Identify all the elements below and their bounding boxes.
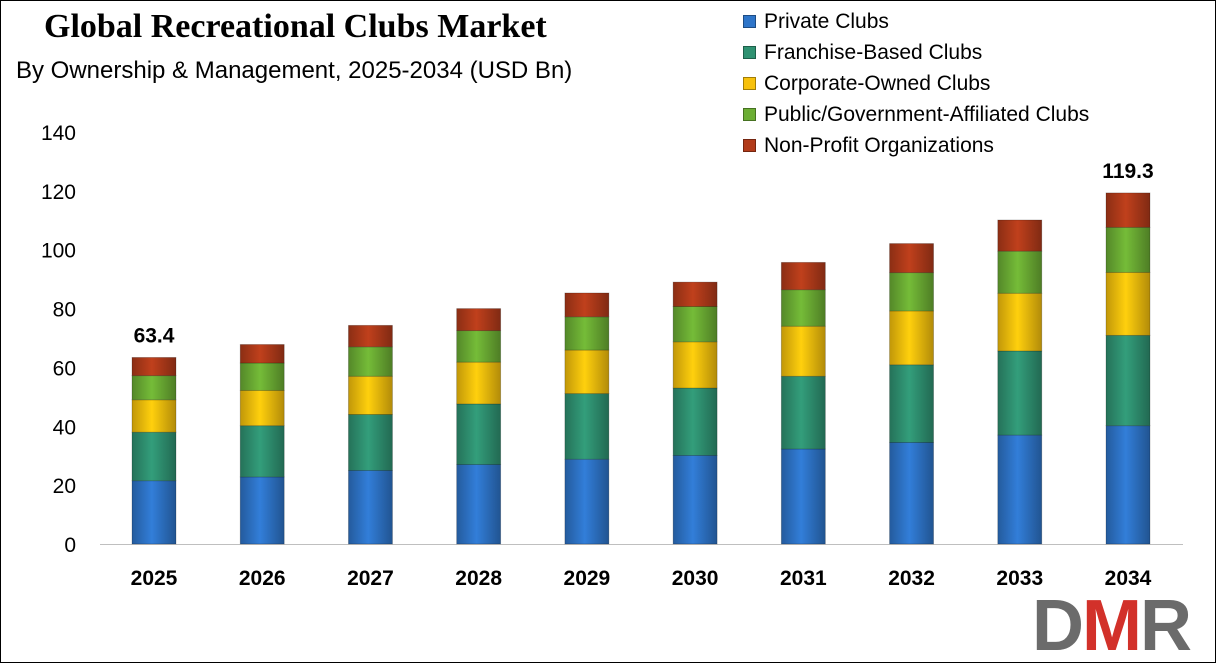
legend-label: Non-Profit Organizations <box>764 133 994 157</box>
chart-legend: Private Clubs Franchise-Based Clubs Corpor… <box>743 6 1089 161</box>
bar-segment-private <box>564 458 610 545</box>
logo-letter-r: R <box>1139 586 1192 666</box>
bar-segment-franchise <box>1105 334 1151 427</box>
legend-swatch-franchise <box>743 46 756 59</box>
bar-segment-public <box>239 362 285 391</box>
bar-segment-corporate <box>564 349 610 395</box>
legend-item: Franchise-Based Clubs <box>743 37 1089 68</box>
bar-segment-corporate <box>348 375 393 415</box>
bar-segment-nonprofit <box>239 344 285 364</box>
bar-segment-corporate <box>672 341 718 389</box>
bar-segment-public <box>348 346 393 377</box>
bar-segment-nonprofit <box>131 357 177 377</box>
bar-segment-public <box>780 289 826 327</box>
logo-letter-m: M <box>1082 586 1142 666</box>
chart-subtitle: By Ownership & Management, 2025-2034 (US… <box>16 57 573 84</box>
bar-segment-public <box>456 330 502 363</box>
bar-segment-franchise <box>239 425 285 478</box>
bar-segment-private <box>780 448 826 545</box>
bar-segment-private <box>456 464 502 545</box>
legend-item: Public/Government-Affiliated Clubs <box>743 99 1089 130</box>
bar-segment-corporate <box>889 310 934 366</box>
bar-segment-nonprofit <box>889 243 934 274</box>
bar-segment-franchise <box>456 403 502 465</box>
legend-item: Non-Profit Organizations <box>743 130 1089 161</box>
data-label-total: 63.4 <box>134 324 175 347</box>
bar-segment-corporate <box>1105 271 1151 336</box>
legend-item: Private Clubs <box>743 6 1089 37</box>
x-tick-label: 2025 <box>131 567 178 590</box>
bar-segment-nonprofit <box>672 281 718 307</box>
dmr-logo: DMR <box>1032 590 1192 662</box>
y-tick-label: 100 <box>41 240 76 263</box>
logo-letter-d: D <box>1032 586 1084 666</box>
x-tick-label: 2034 <box>1105 567 1152 590</box>
bar-segment-corporate <box>456 361 502 405</box>
bar-segment-private <box>889 442 934 545</box>
y-tick-label: 40 <box>53 416 76 439</box>
y-tick-label: 20 <box>53 475 76 498</box>
bar-segment-private <box>348 470 393 545</box>
bar-segment-corporate <box>239 389 285 427</box>
bar-segment-public <box>997 250 1043 294</box>
x-tick-label: 2033 <box>996 567 1043 590</box>
legend-label: Franchise-Based Clubs <box>764 40 983 64</box>
y-tick-label: 140 <box>41 122 76 145</box>
x-tick-label: 2029 <box>564 567 611 590</box>
bar-segment-private <box>997 434 1043 545</box>
x-tick-label: 2028 <box>455 567 502 590</box>
bar-segment-nonprofit <box>997 219 1043 252</box>
bar-segment-corporate <box>131 399 177 433</box>
bar-segment-public <box>672 306 718 343</box>
bar-segment-corporate <box>997 292 1043 352</box>
legend-swatch-corporate <box>743 77 756 90</box>
bar-segment-franchise <box>564 393 610 460</box>
bar-segment-nonprofit <box>780 261 826 291</box>
y-tick-label: 120 <box>41 181 76 204</box>
bar-segment-private <box>672 455 718 545</box>
legend-swatch-public <box>743 108 756 121</box>
legend-label: Public/Government-Affiliated Clubs <box>764 102 1090 126</box>
x-tick-label: 2030 <box>672 567 719 590</box>
bar-segment-public <box>1105 226 1151 273</box>
legend-item: Corporate-Owned Clubs <box>743 68 1089 99</box>
bar-segment-public <box>131 375 177 401</box>
bar-segment-public <box>889 272 934 312</box>
bar-segment-private <box>131 480 177 545</box>
bar-segment-public <box>564 316 610 351</box>
chart-title: Global Recreational Clubs Market <box>44 8 547 45</box>
legend-label: Private Clubs <box>764 9 889 33</box>
bar-segment-franchise <box>780 375 826 450</box>
legend-swatch-nonprofit <box>743 139 756 152</box>
bar-segment-franchise <box>997 350 1043 436</box>
bar-segment-nonprofit <box>456 308 502 332</box>
y-tick-label: 60 <box>53 357 76 380</box>
bar-segment-private <box>1105 425 1151 545</box>
legend-swatch-private <box>743 15 756 28</box>
y-tick-label: 80 <box>53 299 76 322</box>
bar-segment-corporate <box>780 325 826 377</box>
bar-segment-private <box>239 476 285 545</box>
bar-segment-nonprofit <box>564 292 610 318</box>
bar-segment-franchise <box>348 414 393 471</box>
bar-segment-franchise <box>131 431 177 482</box>
bar-segment-franchise <box>672 387 718 456</box>
bar-segment-nonprofit <box>1105 192 1151 228</box>
x-tick-label: 2027 <box>347 567 394 590</box>
y-tick-label: 0 <box>64 534 76 557</box>
legend-label: Corporate-Owned Clubs <box>764 71 991 95</box>
x-tick-label: 2031 <box>780 567 827 590</box>
bar-segment-nonprofit <box>348 324 393 348</box>
x-tick-label: 2026 <box>239 567 286 590</box>
x-tick-label: 2032 <box>888 567 935 590</box>
data-label-total: 119.3 <box>1102 160 1153 183</box>
bar-segment-franchise <box>889 364 934 443</box>
